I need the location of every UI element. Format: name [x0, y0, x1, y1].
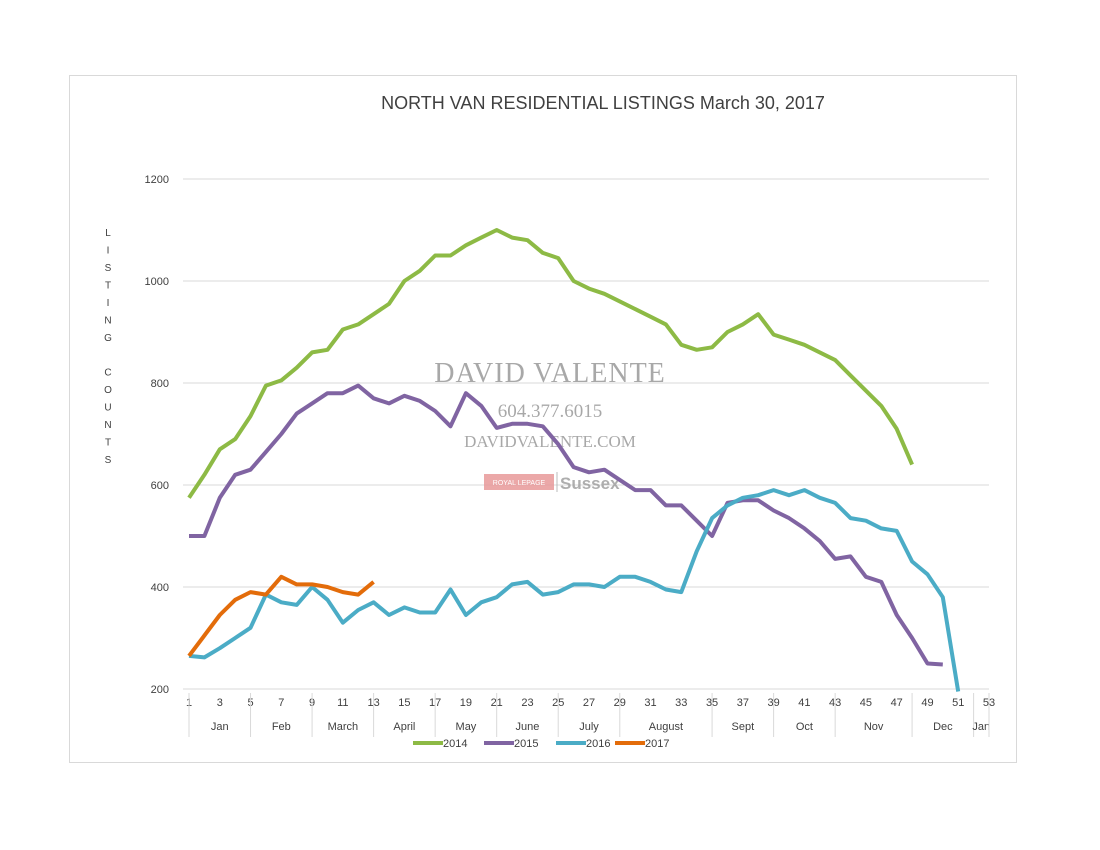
y-tick-label: 400: [151, 582, 169, 594]
month-label: August: [649, 721, 683, 733]
x-tick-label: 15: [398, 697, 410, 709]
y-axis-label-letter: S: [105, 455, 112, 466]
line-chart: NORTH VAN RESIDENTIAL LISTINGS March 30,…: [104, 93, 995, 750]
x-tick-label: 45: [860, 697, 872, 709]
watermark-brand-logo: [484, 474, 554, 490]
series-line-2014: [187, 228, 914, 499]
y-tick-label: 1200: [145, 174, 169, 186]
legend-label-2017: 2017: [645, 738, 669, 750]
chart-frame: NORTH VAN RESIDENTIAL LISTINGS March 30,…: [69, 75, 1017, 763]
chart-title: NORTH VAN RESIDENTIAL LISTINGS March 30,…: [381, 93, 825, 113]
x-axis: 1357911131517192123252729313335373941434…: [186, 697, 995, 709]
watermark-brand: Sussex: [560, 474, 620, 493]
y-axis-label-letter: L: [105, 228, 111, 239]
month-label: Sept: [732, 721, 755, 733]
y-axis-label-letter: N: [104, 420, 111, 431]
y-axis-label-letter: G: [104, 333, 112, 344]
watermark-website: DAVIDVALENTE.COM: [464, 432, 636, 451]
x-tick-label: 3: [217, 697, 223, 709]
y-axis-label-letter: T: [105, 438, 111, 449]
month-label: July: [579, 721, 599, 733]
legend: 2014 2015 2016 2017: [413, 738, 669, 750]
series-line-2017: [187, 574, 375, 658]
y-tick-label: 600: [151, 480, 169, 492]
y-axis-label-letter: U: [104, 403, 111, 414]
y-axis-label-letter: I: [107, 298, 110, 309]
legend-label-2016: 2016: [586, 738, 610, 750]
series-line-2015: [189, 383, 943, 667]
x-tick-label: 33: [675, 697, 687, 709]
month-label: Jan: [972, 721, 990, 733]
y-tick-label: 1000: [145, 276, 169, 288]
x-tick-label: 27: [583, 697, 595, 709]
x-tick-label: 41: [798, 697, 810, 709]
series-line-2016: [188, 488, 961, 692]
month-label: April: [393, 721, 415, 733]
month-label: Oct: [796, 721, 813, 733]
y-axis-label-letter: N: [104, 316, 111, 327]
month-label: June: [516, 721, 540, 733]
y-axis-label-letter: I: [107, 246, 110, 257]
x-tick-label: 7: [278, 697, 284, 709]
x-tick-label: 23: [521, 697, 533, 709]
x-tick-label: 37: [737, 697, 749, 709]
series-layer: [187, 228, 961, 692]
watermark-brand-small: ROYAL LEPAGE: [493, 480, 546, 487]
x-tick-label: 47: [891, 697, 903, 709]
x-tick-label: 11: [337, 697, 348, 709]
y-tick-labels: 200 400 600 800 1000 1200: [145, 174, 169, 696]
month-axis: Jan Feb March April May June July August Sept Oct…: [188, 693, 990, 737]
x-tick-label: 19: [460, 697, 472, 709]
month-label: Feb: [272, 721, 291, 733]
x-tick-label: 31: [644, 697, 656, 709]
month-label: Nov: [864, 721, 884, 733]
x-tick-label: 51: [952, 697, 964, 709]
y-tick-label: 800: [151, 378, 169, 390]
y-tick-label: 200: [151, 684, 169, 696]
y-axis-label-letter: T: [105, 281, 111, 292]
watermark-name: DAVID VALENTE: [434, 358, 666, 389]
y-axis-label-letter: S: [105, 263, 112, 274]
y-axis-label-letter: O: [104, 385, 112, 396]
legend-label-2014: 2014: [443, 738, 467, 750]
x-tick-label: 49: [921, 697, 933, 709]
month-label: May: [456, 721, 477, 733]
y-axis-label-letter: C: [104, 368, 111, 379]
month-label: Jan: [211, 721, 229, 733]
legend-label-2015: 2015: [514, 738, 538, 750]
month-label: March: [328, 721, 359, 733]
month-label: Dec: [933, 721, 953, 733]
watermark: DAVID VALENTE 604.377.6015 DAVIDVALENTE.…: [434, 358, 666, 493]
watermark-phone: 604.377.6015: [498, 401, 603, 422]
